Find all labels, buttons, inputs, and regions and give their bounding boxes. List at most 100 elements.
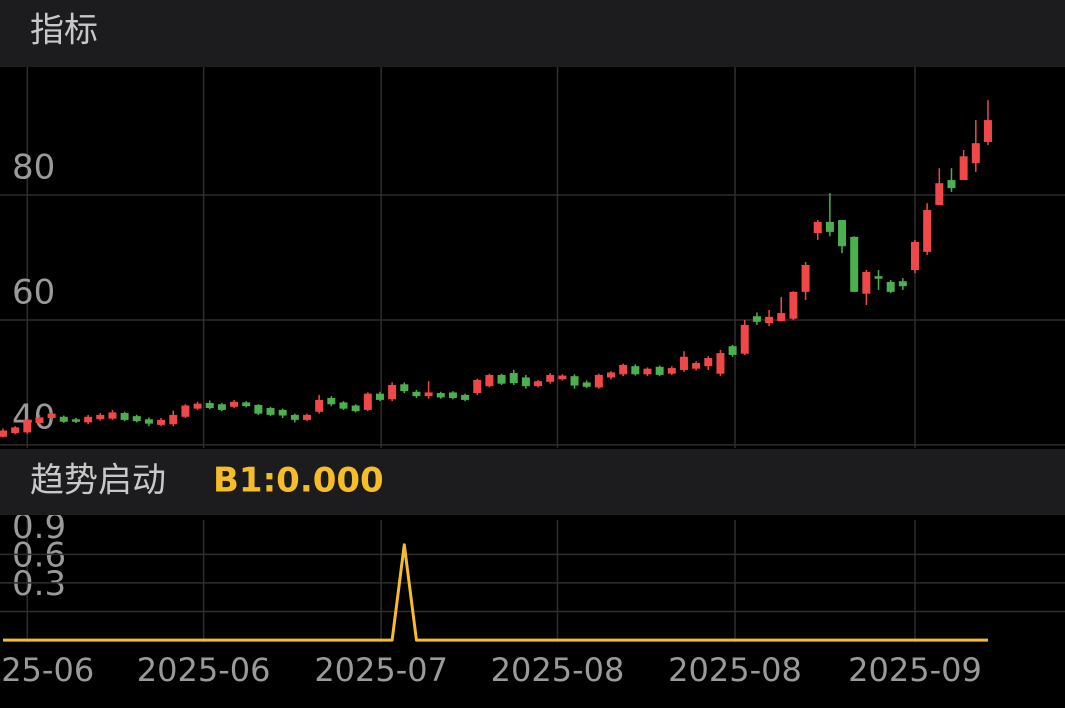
- candle-body: [84, 416, 93, 423]
- candle-body: [509, 373, 518, 384]
- candle-body: [789, 291, 798, 319]
- candle-body: [424, 392, 433, 397]
- candle-body: [947, 180, 956, 189]
- candle-body: [655, 366, 664, 375]
- candle-body: [911, 241, 919, 270]
- candle-body: [400, 384, 409, 392]
- x-tick-label: 2025-06: [0, 651, 94, 689]
- candle-body: [144, 419, 153, 424]
- candle-body: [643, 368, 652, 375]
- marks-layer: [0, 100, 992, 642]
- candle-body: [765, 316, 774, 324]
- y-tick-label: 60: [12, 272, 55, 312]
- candle-body: [570, 376, 579, 386]
- candle-body: [558, 375, 567, 380]
- candle-body: [716, 353, 725, 374]
- candle-body: [327, 398, 336, 405]
- x-tick-label: 2025-08: [491, 651, 625, 689]
- candle-body: [303, 414, 311, 420]
- candle-body: [679, 356, 688, 370]
- candle-body: [473, 379, 482, 394]
- candle-body: [983, 120, 992, 142]
- candle-body: [315, 399, 324, 412]
- candle-body: [631, 366, 640, 375]
- candle-body: [594, 374, 603, 388]
- candle-body: [181, 405, 190, 417]
- candle-body: [254, 404, 263, 414]
- candle-body: [35, 417, 44, 424]
- candle-body: [448, 392, 457, 399]
- candle-body: [242, 402, 251, 407]
- candle-body: [740, 324, 749, 354]
- candle-body: [752, 316, 761, 322]
- candle-body: [935, 183, 944, 206]
- candle-body: [874, 276, 883, 279]
- candle-body: [692, 363, 701, 369]
- panel-title: 趋势启动: [30, 461, 166, 501]
- candle-body: [461, 394, 470, 400]
- candle-body: [412, 391, 421, 397]
- candle-body: [825, 221, 834, 232]
- candle-body: [838, 220, 847, 247]
- candle-body: [217, 404, 226, 410]
- candle-body: [886, 281, 895, 292]
- candle-body: [278, 409, 287, 416]
- candle-body: [169, 414, 178, 425]
- candle-body: [59, 416, 68, 422]
- candle-body: [485, 374, 494, 387]
- candle-body: [363, 393, 372, 410]
- candle-body: [813, 221, 822, 234]
- candle-body: [205, 403, 214, 409]
- candle-body: [120, 413, 129, 420]
- x-axis: 2025-06 2025-06 2025-07 2025-08 2025-08 2025-…: [0, 651, 982, 689]
- indicator-bar: [0, 0, 1065, 67]
- candle-body: [290, 414, 299, 420]
- candle-body: [607, 372, 615, 378]
- candle-body: [521, 377, 530, 387]
- candle-body: [266, 408, 275, 415]
- candle-body: [132, 416, 141, 422]
- candle-body: [534, 381, 543, 387]
- candle-body: [388, 384, 397, 400]
- x-tick-label: 2025-08: [668, 651, 802, 689]
- y-tick-label: 80: [12, 148, 55, 188]
- candle-body: [862, 271, 871, 294]
- candle-body: [959, 156, 968, 181]
- panel-title: 指标: [30, 11, 98, 51]
- candle-body: [619, 364, 628, 375]
- candle-body: [801, 264, 810, 292]
- candle-body: [375, 393, 384, 400]
- candle-body: [436, 393, 445, 398]
- y-tick-label: 0.6: [12, 535, 66, 575]
- y-tick-label: 0.3: [12, 564, 66, 604]
- signal-line: [3, 543, 988, 642]
- candle-body: [351, 405, 360, 412]
- candle-body: [0, 430, 7, 437]
- candle-body: [546, 374, 555, 382]
- candle-body: [157, 419, 166, 425]
- candle-body: [898, 281, 907, 287]
- candle-body: [497, 374, 506, 384]
- candle-body: [108, 412, 117, 419]
- candle-body: [193, 403, 202, 409]
- candle-body: [71, 419, 80, 422]
- x-tick-label: 2025-06: [137, 651, 271, 689]
- candle-body: [230, 401, 239, 407]
- candle-body: [923, 210, 932, 252]
- candle-body: [11, 427, 20, 434]
- signal-value: B1:0.000: [213, 461, 384, 501]
- candle-body: [850, 236, 859, 292]
- candle-body: [777, 313, 786, 322]
- candle-body: [47, 413, 56, 419]
- candle-body: [971, 143, 980, 164]
- x-tick-label: 2025-07: [314, 651, 448, 689]
- signal-bar: [0, 449, 1065, 515]
- candle-body: [96, 414, 105, 420]
- candle-body: [582, 382, 591, 387]
- x-tick-label: 2025-09: [848, 651, 982, 689]
- candle-body: [339, 402, 348, 409]
